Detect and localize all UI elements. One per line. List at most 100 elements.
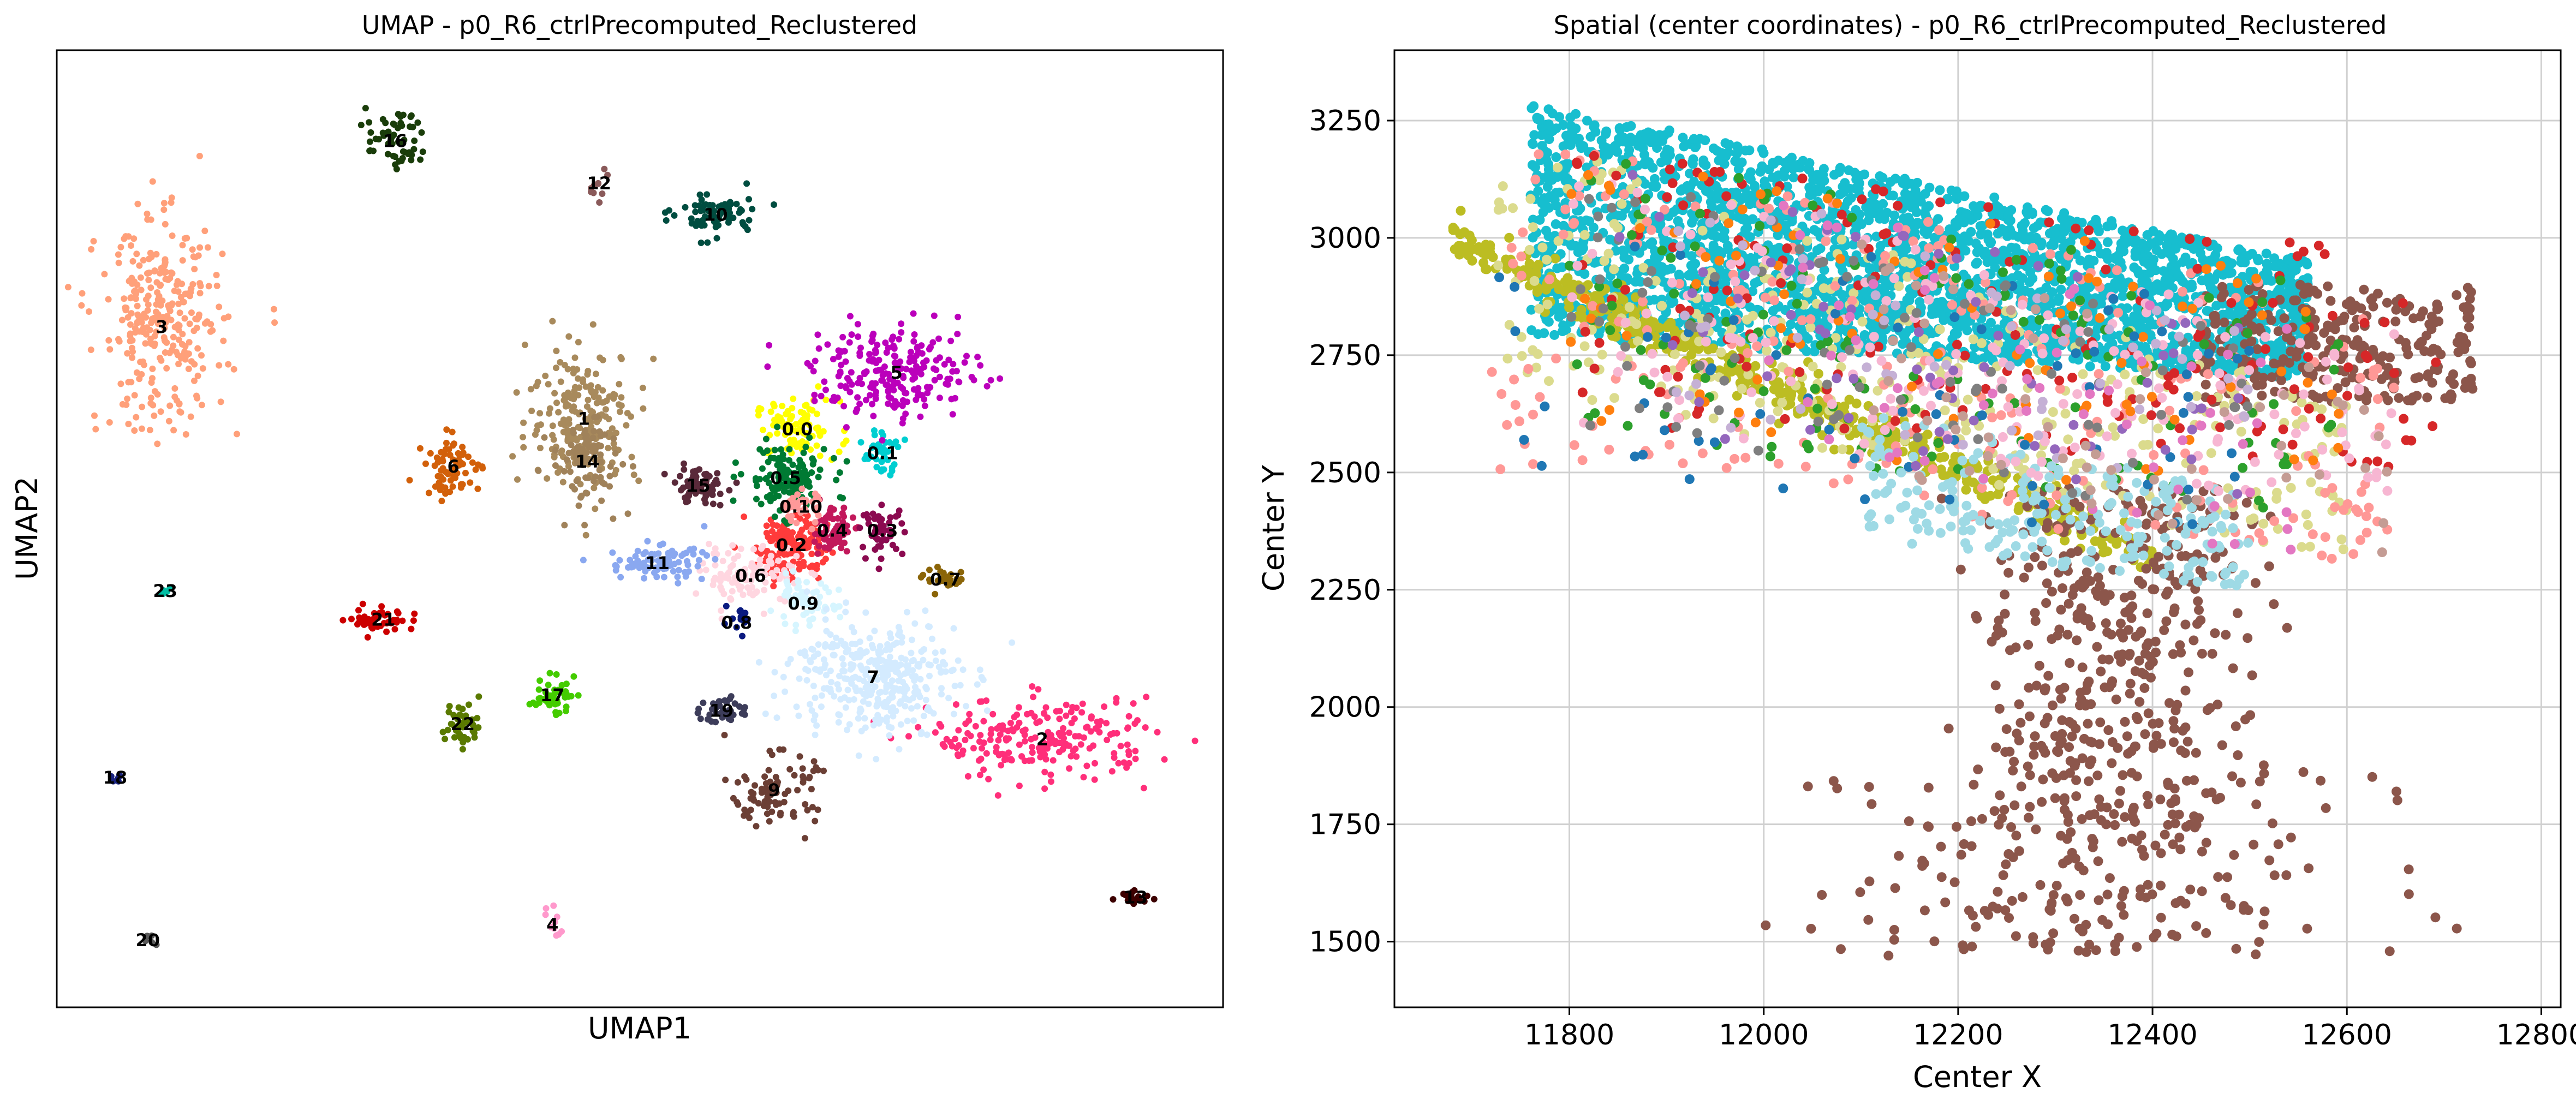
umap-point bbox=[835, 586, 842, 593]
umap-point bbox=[733, 624, 740, 631]
umap-point bbox=[800, 449, 807, 456]
spatial-point bbox=[2054, 250, 2064, 261]
umap-point bbox=[1107, 731, 1114, 738]
spatial-point bbox=[1589, 120, 1600, 130]
umap-point bbox=[407, 123, 414, 130]
umap-point bbox=[187, 413, 194, 420]
umap-point bbox=[704, 239, 711, 246]
umap-point bbox=[797, 439, 804, 446]
umap-point bbox=[767, 471, 774, 479]
umap-point bbox=[970, 745, 977, 752]
umap-point bbox=[592, 371, 599, 378]
umap-point bbox=[868, 642, 875, 649]
umap-point bbox=[542, 372, 549, 379]
umap-point bbox=[681, 569, 688, 576]
umap-point bbox=[807, 701, 813, 708]
spatial-point bbox=[2020, 286, 2030, 296]
umap-point bbox=[920, 713, 927, 720]
umap-point bbox=[808, 607, 815, 614]
umap-plot-area bbox=[57, 50, 1223, 1007]
umap-point bbox=[784, 421, 791, 428]
spatial-point bbox=[1804, 165, 1814, 175]
umap-point bbox=[729, 588, 736, 595]
umap-cluster-label: 0.3 bbox=[867, 521, 898, 541]
umap-point bbox=[749, 206, 756, 213]
umap-point bbox=[793, 703, 800, 710]
umap-point bbox=[618, 394, 625, 401]
umap-point bbox=[786, 766, 794, 773]
umap-point bbox=[591, 393, 598, 401]
umap-point bbox=[735, 801, 742, 808]
spatial-point bbox=[2162, 299, 2173, 309]
umap-point bbox=[168, 302, 175, 309]
spatial-point bbox=[2084, 254, 2094, 265]
umap-point bbox=[1066, 765, 1073, 772]
umap-point bbox=[576, 409, 583, 416]
umap-point bbox=[795, 429, 802, 436]
umap-point bbox=[756, 557, 764, 563]
spatial-point bbox=[1698, 158, 1709, 169]
umap-point bbox=[561, 422, 568, 428]
umap-point bbox=[599, 387, 606, 394]
umap-point bbox=[1088, 713, 1095, 720]
umap-point bbox=[717, 570, 724, 577]
umap-point bbox=[897, 721, 904, 728]
umap-point bbox=[537, 421, 544, 428]
umap-point bbox=[459, 746, 466, 752]
umap-point bbox=[179, 242, 186, 249]
umap-point bbox=[207, 328, 214, 335]
umap-point bbox=[885, 344, 892, 351]
umap-point bbox=[838, 545, 845, 552]
umap-point bbox=[764, 447, 771, 454]
spatial-point bbox=[2035, 217, 2046, 228]
umap-point bbox=[1084, 724, 1091, 731]
umap-point bbox=[1076, 733, 1082, 740]
umap-point bbox=[884, 456, 891, 463]
umap-point bbox=[759, 465, 766, 472]
umap-point bbox=[1041, 751, 1048, 758]
umap-point bbox=[818, 392, 825, 399]
umap-point bbox=[857, 687, 864, 694]
umap-point bbox=[899, 678, 907, 685]
umap-point bbox=[749, 572, 756, 579]
umap-point bbox=[597, 443, 604, 450]
umap-point bbox=[717, 501, 724, 509]
spatial-point bbox=[1720, 138, 1731, 148]
umap-point bbox=[472, 466, 479, 473]
umap-point bbox=[764, 363, 771, 370]
umap-point bbox=[933, 367, 940, 373]
spatial-point bbox=[1717, 202, 1727, 213]
umap-point bbox=[785, 457, 792, 464]
umap-point bbox=[778, 446, 784, 453]
umap-point bbox=[790, 437, 797, 444]
umap-cluster-0-7 bbox=[917, 564, 965, 598]
umap-point bbox=[841, 668, 848, 674]
umap-point bbox=[610, 515, 617, 522]
umap-point bbox=[792, 628, 799, 635]
umap-cluster-label: 10 bbox=[703, 205, 728, 225]
umap-point bbox=[954, 331, 961, 338]
umap-point bbox=[741, 513, 748, 520]
umap-point bbox=[938, 685, 945, 692]
umap-point bbox=[583, 403, 591, 410]
umap-point bbox=[955, 378, 962, 385]
umap-point bbox=[895, 624, 902, 631]
umap-point bbox=[764, 547, 771, 554]
umap-cluster-label: 2 bbox=[1036, 729, 1048, 750]
spatial-point bbox=[2056, 284, 2066, 295]
umap-point bbox=[771, 534, 778, 541]
umap-point bbox=[191, 266, 198, 273]
umap-point bbox=[844, 686, 851, 694]
umap-point bbox=[815, 543, 822, 550]
umap-point bbox=[475, 693, 482, 700]
umap-point bbox=[139, 403, 146, 410]
umap-point bbox=[408, 112, 415, 119]
umap-point bbox=[611, 470, 618, 477]
umap-point bbox=[734, 779, 741, 786]
umap-point bbox=[471, 734, 478, 741]
umap-point bbox=[181, 350, 188, 357]
umap-point bbox=[856, 709, 863, 716]
umap-point bbox=[144, 270, 151, 277]
umap-point bbox=[509, 453, 516, 460]
umap-point bbox=[169, 232, 176, 239]
